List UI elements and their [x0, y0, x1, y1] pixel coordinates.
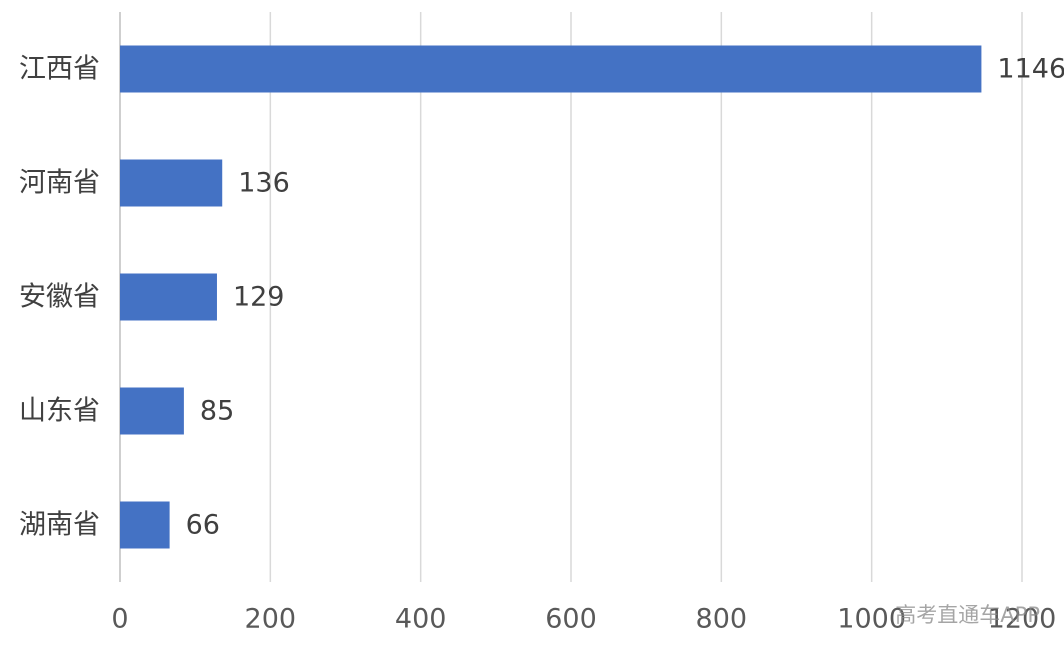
- value-label: 1146: [997, 54, 1064, 85]
- bar: [120, 387, 184, 435]
- value-label: 136: [238, 168, 290, 199]
- y-tick-label: 安徽省: [19, 282, 100, 313]
- watermark: 高考直通车APP: [895, 603, 1040, 627]
- x-tick-label: 200: [245, 604, 297, 635]
- x-tick-label: 400: [395, 604, 447, 635]
- x-tick-label: 1200: [988, 604, 1057, 635]
- bar: [120, 45, 982, 93]
- bar: [120, 273, 217, 321]
- value-label: 85: [200, 396, 234, 427]
- y-tick-label: 山东省: [19, 396, 100, 427]
- bar: [120, 501, 170, 549]
- y-tick-label: 河南省: [19, 168, 100, 199]
- x-tick-label: 1000: [837, 604, 906, 635]
- value-label: 129: [233, 282, 285, 313]
- y-tick-label: 江西省: [19, 54, 100, 85]
- x-tick-label: 800: [696, 604, 748, 635]
- value-label: 66: [186, 510, 220, 541]
- y-tick-label: 湖南省: [19, 510, 100, 541]
- x-tick-label: 600: [545, 604, 597, 635]
- x-tick-label: 0: [111, 604, 128, 635]
- bar: [120, 159, 223, 207]
